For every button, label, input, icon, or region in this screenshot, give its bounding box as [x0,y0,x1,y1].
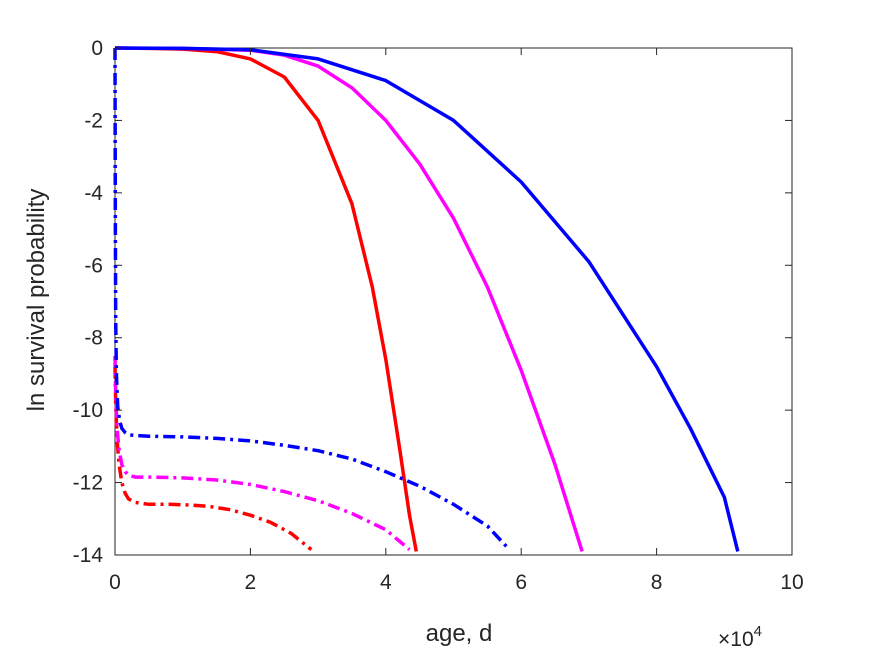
y-tick-label: -10 [73,399,103,422]
x-axis-exponent-base: ×10 [718,628,754,651]
x-axis-exponent-power: 4 [754,623,762,640]
y-tick-label: -12 [73,472,103,495]
y-tick-label: -4 [84,182,103,205]
y-tick-label: 0 [91,37,103,60]
x-axis-label: age, d [426,620,493,647]
y-tick-label: -6 [84,254,103,277]
x-tick-label: 6 [515,571,527,594]
y-tick-label: -2 [84,109,103,132]
x-tick-label: 8 [651,571,663,594]
series-line-5 [113,355,411,551]
series-line-3 [114,46,740,552]
tick-layer: 0 2 4 6 8 10 0 -2 -4 -6 -8 -10 -12 -14 [73,37,804,594]
x-tick-label: 2 [245,571,257,594]
x-tick-label: 0 [109,571,121,594]
y-tick-label: -8 [84,327,103,350]
x-tick-label: 4 [380,571,392,594]
y-tick-label: -14 [73,544,104,567]
plot-area: 0 2 4 6 8 10 0 -2 -4 -6 -8 -10 -12 -14 [73,37,804,594]
x-axis-exponent: ×104 [718,623,762,651]
series-line-4 [113,366,313,551]
y-axis-label: ln survival probability [23,189,50,412]
series-line-6 [113,47,509,549]
x-tick-label: 10 [780,571,803,594]
